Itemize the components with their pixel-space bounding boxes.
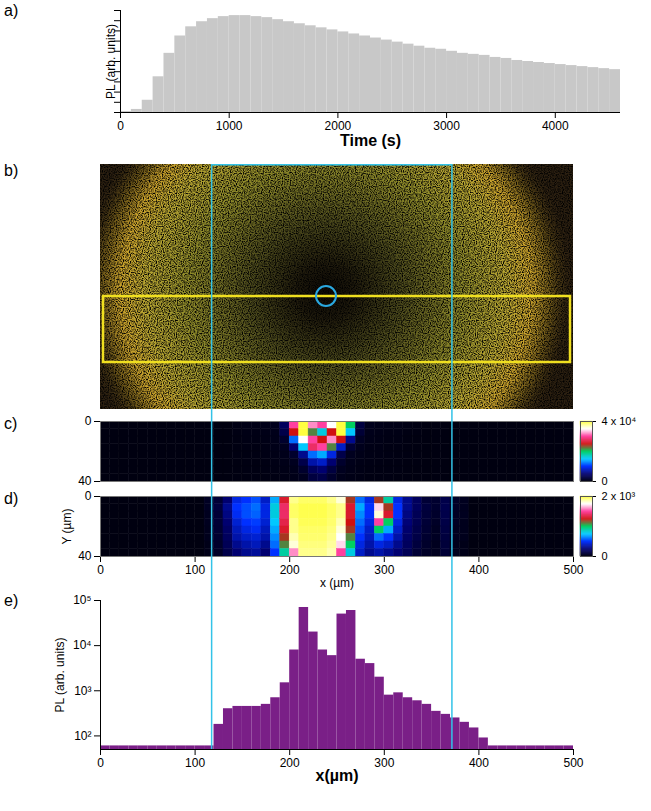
svg-text:2 x 10³: 2 x 10³ [602,490,636,502]
svg-text:100: 100 [185,563,205,577]
svg-text:100: 100 [185,756,205,770]
svg-text:Time (s): Time (s) [340,132,401,149]
html-text:c): c) [4,415,18,432]
svg-text:10³: 10³ [74,684,91,698]
html-text:b): b) [4,162,19,179]
svg-text:40: 40 [78,549,92,563]
svg-text:500: 500 [563,563,583,577]
svg-text:0: 0 [117,119,124,133]
svg-text:1000: 1000 [216,119,243,133]
svg-text:3000: 3000 [433,119,460,133]
svg-text:400: 400 [469,563,489,577]
svg-text:x(µm): x(µm) [316,767,359,784]
svg-text:0: 0 [602,550,608,562]
svg-text:10⁴: 10⁴ [73,638,92,652]
svg-text:PL (arb. units): PL (arb. units) [53,638,67,713]
svg-text:0: 0 [602,475,608,487]
svg-text:2000: 2000 [324,119,352,133]
svg-text:4 x 10⁴: 4 x 10⁴ [602,415,637,427]
svg-text:10⁵: 10⁵ [73,593,91,607]
svg-text:40: 40 [78,474,92,488]
svg-text:200: 200 [280,563,300,577]
svg-text:x (µm): x (µm) [320,576,354,590]
html-text:d): d) [4,490,19,507]
svg-text:300: 300 [374,756,394,770]
html-text:a): a) [4,2,19,19]
html-text:e): e) [4,592,19,609]
svg-text:0: 0 [97,756,104,770]
svg-text:0: 0 [85,489,92,503]
svg-text:200: 200 [280,756,300,770]
svg-text:500: 500 [563,756,583,770]
svg-text:Y (µm): Y (µm) [60,508,74,544]
svg-text:4000: 4000 [542,119,569,133]
svg-text:300: 300 [374,563,394,577]
svg-text:0: 0 [85,414,92,428]
svg-text:0: 0 [97,563,104,577]
svg-text:400: 400 [469,756,489,770]
svg-text:PL (arb. units): PL (arb. units) [104,24,118,99]
svg-text:10²: 10² [74,729,91,743]
